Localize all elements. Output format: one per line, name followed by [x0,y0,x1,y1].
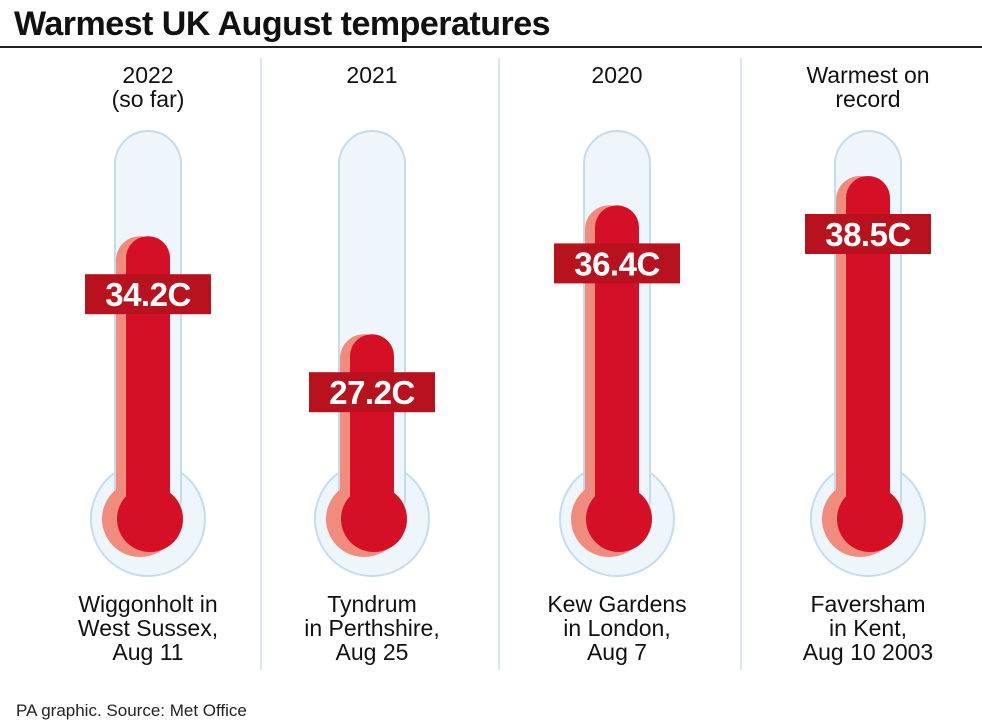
mercury-bulb [117,486,183,552]
thermometer-chart: 34.2C 2022 (so far) Wiggonholt in West Susse… [78,58,933,670]
title-rule [0,46,982,48]
value-label-box [805,214,931,254]
mercury-column-bar [846,176,890,519]
location-caption: Wiggonholt in West Sussex, Aug 11 [78,591,218,665]
mercury-bulb [837,486,903,552]
location-caption: Faversham in Kent, Aug 10 2003 [803,591,933,665]
mercury-bulb [586,486,652,552]
chart-title: Warmest UK August temperatures [14,5,551,43]
value-label-box [85,274,211,315]
value-label: 27.2C [329,374,415,411]
location-caption: Kew Gardens in London, Aug 7 [547,591,686,665]
column-heading: 2022 (so far) [112,62,185,112]
mercury-column-bar [595,205,639,519]
mercury-bulb [341,486,407,552]
value-label: 38.5C [825,216,911,253]
column-heading: 2020 [591,62,642,88]
column-heading: 2021 [346,62,397,88]
value-label-box [554,243,680,284]
location-caption: Tyndrum in Perthshire, Aug 25 [304,591,440,665]
value-label-box [309,372,435,413]
value-label: 36.4C [574,245,660,282]
column-heading: Warmest on record [806,62,929,112]
value-label: 34.2C [105,276,191,313]
source-note: PA graphic. Source: Met Office [16,701,247,720]
